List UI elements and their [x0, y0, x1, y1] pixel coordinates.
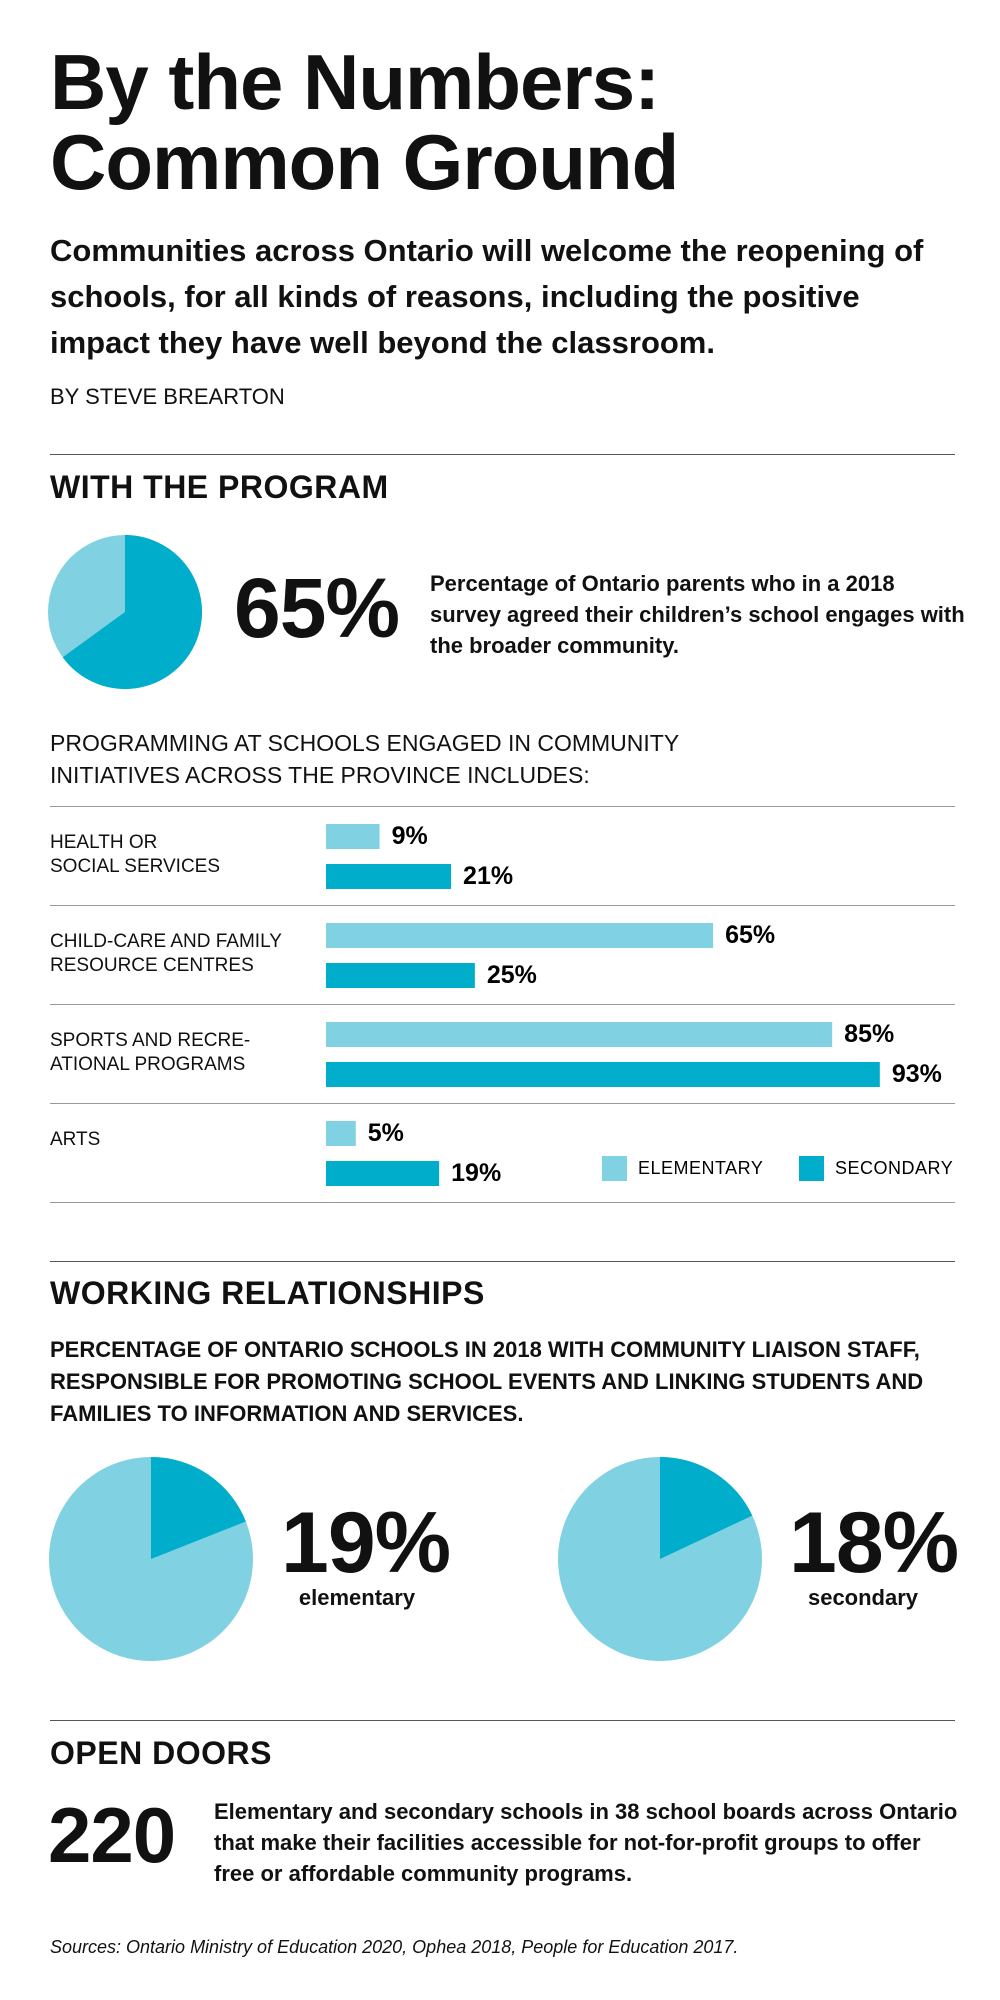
bar	[326, 1161, 440, 1186]
pie-label: elementary	[298, 1585, 416, 1610]
row-divider	[50, 1103, 955, 1104]
divider	[50, 1261, 955, 1262]
legend-label: ELEMENTARY	[638, 1158, 763, 1178]
pie-slice	[660, 1457, 753, 1559]
section-heading: WITH THE PROGRAM	[50, 469, 389, 505]
big-percent: 19%	[281, 1495, 451, 1591]
value-label: 19%	[451, 1159, 501, 1187]
divider	[50, 1720, 955, 1721]
legend-label: SECONDARY	[835, 1158, 953, 1178]
sources: Sources: Ontario Ministry of Education 2…	[50, 1937, 739, 1957]
description: Elementary and secondary schools in 38 s…	[214, 1799, 958, 1886]
row-divider	[50, 905, 955, 906]
category-label: HEALTH OR SOCIAL SERVICES	[50, 832, 221, 877]
chart-title: PROGRAMMING AT SCHOOLS ENGAGED IN COMMUN…	[50, 730, 680, 788]
category-label: CHILD-CARE AND FAMILY RESOURCE CENTRES	[50, 931, 282, 976]
bar	[326, 923, 714, 948]
title: By the Numbers: Common Ground	[50, 38, 679, 206]
pie-slice	[62, 535, 203, 689]
value-label: 93%	[892, 1060, 942, 1088]
legend-swatch	[602, 1156, 627, 1181]
value-label: 25%	[487, 961, 537, 989]
bar	[326, 1121, 356, 1146]
bar	[326, 864, 452, 889]
bar	[326, 1062, 880, 1087]
bar	[326, 1022, 833, 1047]
value-label: 85%	[844, 1020, 894, 1048]
value-label: 9%	[392, 822, 428, 850]
divider	[50, 454, 955, 455]
big-percent: 18%	[789, 1495, 959, 1591]
bar	[326, 824, 380, 849]
big-percent: 65%	[234, 561, 400, 655]
value-label: 65%	[725, 921, 775, 949]
description: Percentage of Ontario parents who in a 2…	[430, 571, 965, 658]
pie-label: secondary	[807, 1585, 919, 1610]
row-divider	[50, 1202, 955, 1203]
value-label: 21%	[463, 862, 513, 890]
subtitle: Communities across Ontario will welcome …	[50, 233, 924, 360]
section-heading: WORKING RELATIONSHIPS	[50, 1275, 485, 1311]
value-label: 5%	[368, 1119, 404, 1147]
section-heading: OPEN DOORS	[50, 1735, 272, 1771]
pie-slice	[151, 1457, 246, 1559]
row-divider	[50, 1004, 955, 1005]
category-label: SPORTS AND RECRE- ATIONAL PROGRAMS	[50, 1030, 251, 1075]
legend-swatch	[799, 1156, 824, 1181]
bar	[326, 963, 475, 988]
category-label: ARTS	[50, 1129, 101, 1150]
byline: BY STEVE BREARTON	[50, 384, 285, 409]
big-number: 220	[48, 1791, 176, 1879]
description: PERCENTAGE OF ONTARIO SCHOOLS IN 2018 WI…	[50, 1337, 924, 1426]
row-divider	[50, 806, 955, 807]
